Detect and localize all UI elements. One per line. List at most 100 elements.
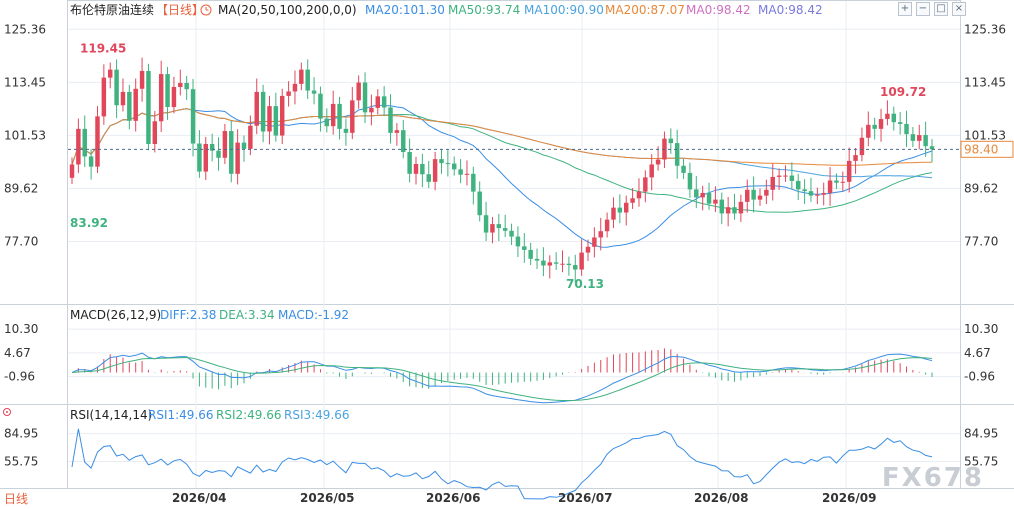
candle-body: [598, 231, 603, 238]
candle-body: [394, 130, 400, 133]
candle-body: [260, 91, 266, 132]
candle-body: [88, 156, 94, 167]
ma50-value: MA50:93.74: [448, 3, 520, 17]
x-axis-label: 2026/07: [558, 491, 612, 505]
candle-body: [216, 150, 221, 158]
candle-body: [458, 169, 463, 175]
candle-body: [401, 130, 406, 152]
x-axis-label: 2026/08: [694, 491, 748, 505]
price-tick-left: 89.62: [4, 181, 38, 195]
maximize-icon[interactable]: □: [934, 2, 948, 16]
candle-body: [127, 91, 132, 121]
rsi-tick-left: 55.75: [4, 454, 38, 468]
candle-body: [362, 82, 368, 113]
candle-body: [292, 83, 298, 92]
candle-body: [426, 174, 431, 182]
period-tag[interactable]: 【日线】: [156, 3, 204, 17]
settings-gear-icon[interactable]: [3, 408, 11, 416]
candle-body: [381, 96, 387, 108]
candle-body: [604, 219, 610, 232]
candle-body: [178, 82, 183, 87]
candle-body: [815, 194, 820, 196]
candle-body: [356, 82, 361, 101]
candle-body: [197, 143, 202, 172]
macd-dea-line: [71, 356, 933, 401]
candle-body: [770, 176, 775, 190]
candle-body: [69, 164, 75, 178]
close-icon[interactable]: ×: [952, 2, 966, 16]
candle-body: [553, 262, 559, 264]
candle-body: [783, 175, 788, 177]
macd-dea: DEA:3.34: [219, 308, 275, 322]
x-axis-label: 2026/09: [822, 491, 876, 505]
price-tick-right: 113.45: [964, 75, 1006, 89]
candle-body: [273, 106, 279, 136]
candle-body: [235, 142, 240, 174]
collapse-icon[interactable]: −: [916, 2, 930, 16]
candle-body: [171, 86, 177, 108]
candle-body: [330, 103, 336, 127]
candle-body: [388, 107, 393, 133]
rsi1-value: RSI1:49.66: [148, 408, 214, 422]
candle-body: [534, 258, 540, 261]
candle-body: [248, 125, 253, 149]
candle-body: [209, 143, 215, 151]
candle-body: [929, 146, 935, 150]
candle-body: [713, 199, 718, 204]
candle-body: [547, 262, 553, 266]
low-annotation: 83.92: [70, 216, 108, 230]
ma200-line: [71, 108, 933, 166]
candle-body: [617, 207, 623, 213]
candle-body: [343, 128, 349, 133]
candle-body: [528, 249, 533, 259]
candle-body: [802, 189, 807, 192]
candle-body: [95, 116, 100, 167]
candle-body: [337, 103, 342, 129]
instrument-name: 布伦特原油连续: [70, 2, 154, 17]
candle-body: [585, 246, 591, 253]
candle-body: [464, 173, 470, 175]
candle-body: [267, 106, 272, 132]
ma20-value: MA20:101.30: [365, 3, 445, 17]
candle-body: [808, 191, 814, 196]
clock-icon[interactable]: [200, 4, 212, 16]
period-selector[interactable]: 日线: [4, 492, 29, 506]
rsi3-value: RSI3:49.66: [284, 408, 350, 422]
candle-body: [636, 191, 642, 199]
candle-body: [566, 263, 572, 266]
candle-body: [522, 246, 527, 250]
candle-body: [490, 224, 495, 233]
candle-body: [719, 199, 725, 214]
ma0b-value: MA0:98.42: [758, 3, 823, 17]
rsi-panel: [68, 428, 960, 500]
candle-body: [471, 173, 476, 192]
candle-body: [655, 159, 661, 165]
candle-body: [560, 263, 565, 265]
candle-body: [407, 151, 412, 174]
price-tick-right: 89.62: [964, 181, 998, 195]
candle-body: [515, 236, 521, 247]
price-tick-right: 125.36: [964, 22, 1006, 36]
candle-body: [732, 207, 737, 214]
expand-icon[interactable]: +: [898, 2, 912, 16]
candle-body: [891, 113, 897, 123]
x-axis-label: 2026/05: [300, 491, 354, 505]
candle-body: [917, 135, 922, 141]
candle-body: [757, 195, 763, 200]
candle-body: [432, 159, 438, 182]
candle-body: [496, 224, 502, 229]
candle-body: [222, 131, 228, 158]
candle-body: [878, 119, 884, 129]
candle-body: [687, 172, 693, 190]
candle-body: [101, 77, 107, 117]
price-tick-right: 101.53: [964, 128, 1006, 142]
candle-body: [152, 121, 158, 144]
x-axis-label: 2026/06: [426, 491, 480, 505]
candle-body: [885, 113, 890, 120]
price-tick-left: 77.70: [4, 234, 38, 248]
candle-body: [311, 90, 317, 94]
macd-tick-right: -0.96: [964, 370, 995, 384]
price-tick-right: 77.70: [964, 234, 998, 248]
candle-body: [184, 82, 189, 90]
